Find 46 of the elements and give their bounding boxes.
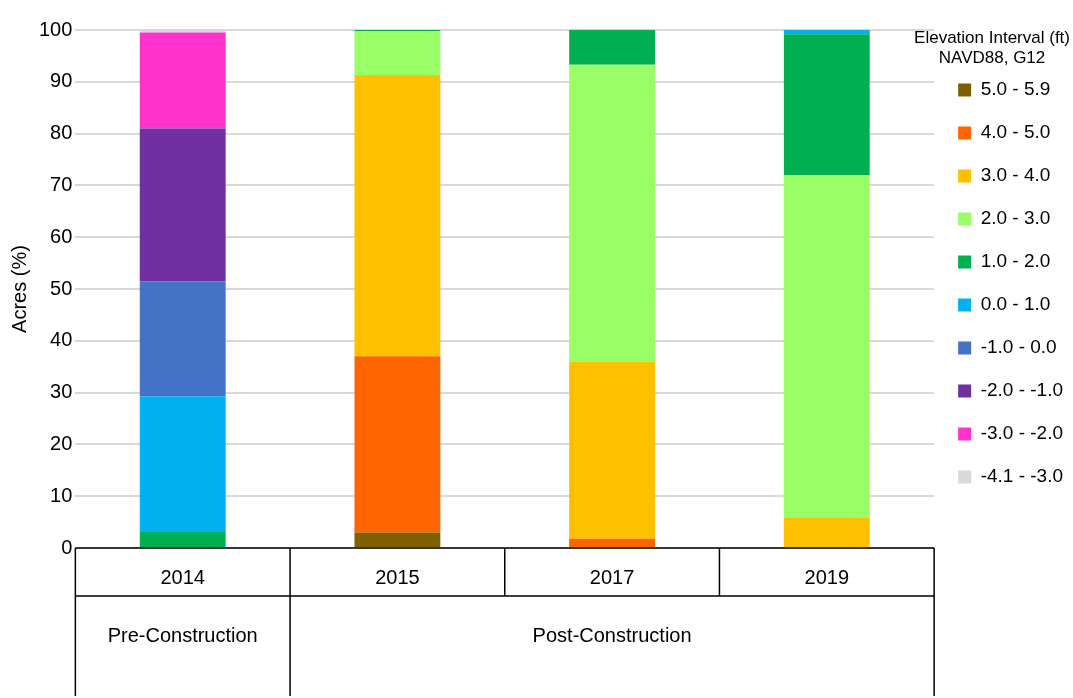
- y-tick-label: 50: [50, 276, 73, 299]
- legend-label: 0.0 - 1.0: [980, 293, 1051, 315]
- y-tick-label: 30: [50, 380, 73, 403]
- y-tick-label: 90: [50, 69, 73, 92]
- bar: [354, 532, 441, 547]
- bar: [783, 30, 870, 35]
- y-axis-title: Acres (%): [7, 245, 30, 333]
- bar: [354, 75, 441, 357]
- x-tick-label: 2017: [589, 565, 635, 588]
- legend-label: 3.0 - 4.0: [980, 164, 1051, 186]
- bar: [783, 517, 870, 547]
- y-tick-label: 10: [50, 483, 73, 506]
- x-tick-label: 2015: [375, 565, 420, 588]
- x-tick-label: 2014: [160, 565, 205, 588]
- legend-label: 1.0 - 2.0: [980, 250, 1051, 272]
- bar: [783, 175, 870, 518]
- bar: [569, 538, 656, 547]
- legend-label: -3.0 - -2.0: [980, 422, 1064, 444]
- y-tick-label: 80: [50, 121, 73, 144]
- bar: [783, 34, 870, 176]
- legend-label: -1.0 - 0.0: [980, 336, 1057, 358]
- bar: [569, 361, 656, 539]
- bar: [569, 30, 656, 65]
- bar: [139, 396, 226, 532]
- legend-title: Elevation Interval (ft) NAVD88, G12: [914, 28, 1070, 68]
- legend-label: 4.0 - 5.0: [980, 121, 1051, 143]
- y-tick-label: 100: [38, 17, 73, 40]
- bar: [139, 128, 226, 282]
- legend-label: -2.0 - -1.0: [980, 379, 1064, 401]
- bar: [139, 281, 226, 397]
- bar: [139, 32, 226, 129]
- text: Pre-Construction: [107, 623, 258, 646]
- bar: [354, 31, 441, 76]
- y-tick-label: 40: [50, 328, 73, 351]
- bar: [139, 531, 226, 547]
- x-tick-label: 2019: [804, 565, 850, 588]
- bar: [569, 64, 656, 362]
- bar: [354, 356, 441, 533]
- y-tick-label: 20: [50, 431, 73, 454]
- y-tick-label: 70: [50, 172, 73, 195]
- y-tick-label: 60: [50, 224, 73, 247]
- text: Post-Construction: [532, 623, 692, 646]
- y-tick-label: 0: [61, 535, 73, 558]
- legend-label: 5.0 - 5.9: [980, 78, 1051, 100]
- legend-label: -4.1 - -3.0: [980, 465, 1064, 487]
- legend-label: 2.0 - 3.0: [980, 207, 1051, 229]
